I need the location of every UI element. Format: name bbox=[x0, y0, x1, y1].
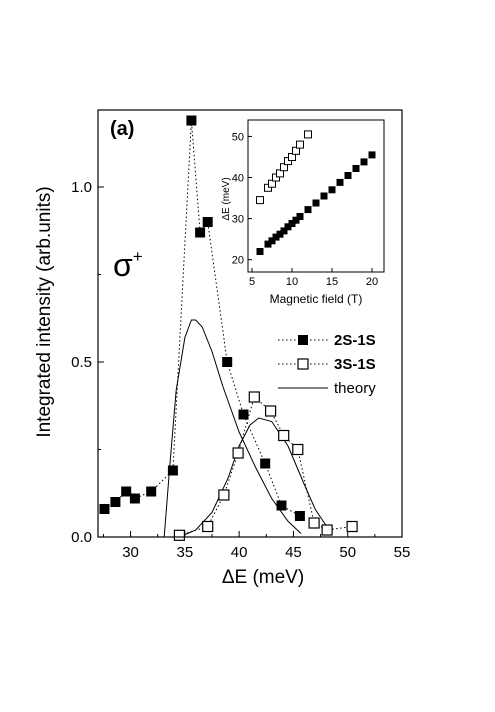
inset-point-1-9 bbox=[296, 213, 304, 220]
point-3S-1S-1 bbox=[202, 520, 214, 533]
point-2S-1S-0 bbox=[99, 504, 110, 514]
point-2S-1S-4 bbox=[146, 486, 157, 497]
inset-point-1-18 bbox=[368, 151, 376, 159]
inset-point-0-10 bbox=[304, 130, 312, 139]
x-axis-title: ΔE (meV) bbox=[222, 567, 304, 588]
inset-point-1-17 bbox=[360, 158, 368, 166]
x-tick-label-50: 50 bbox=[339, 544, 356, 561]
point-2S-1S-6 bbox=[186, 115, 197, 126]
inset-point-1-1 bbox=[264, 240, 272, 248]
y-axis-title: Integrated intensity (arb.units) bbox=[34, 186, 55, 437]
annotation-sigma: σ bbox=[113, 247, 133, 283]
inset-x-tick-label-15: 15 bbox=[326, 276, 338, 288]
data-markers bbox=[99, 115, 358, 541]
axis-ticks: 30 35 40 45 50 55 0.0 0.5 1.0 bbox=[71, 179, 410, 561]
point-2S-1S-7 bbox=[195, 227, 206, 238]
inset-point-0-9 bbox=[296, 140, 304, 149]
point-2S-1S-3 bbox=[129, 493, 140, 504]
point-3S-1S-2 bbox=[218, 489, 230, 501]
legend-label-3S-1S: 3S-1S bbox=[334, 356, 376, 373]
inset-point-1-3 bbox=[272, 233, 280, 241]
point-3S-1S-5 bbox=[265, 405, 277, 417]
point-2S-1S-8 bbox=[202, 217, 213, 227]
inset-axis-ticks: 5 10 15 20 20 30 40 50 bbox=[232, 131, 378, 288]
inset-x-tick-label-10: 10 bbox=[286, 276, 298, 288]
inset-point-1-12 bbox=[320, 192, 328, 200]
point-2S-1S-9 bbox=[222, 357, 233, 367]
inset-point-1-0 bbox=[256, 248, 264, 255]
inset-y-tick-label-40: 40 bbox=[232, 173, 244, 185]
x-tick-label-30: 30 bbox=[122, 544, 139, 561]
point-3S-1S-8 bbox=[308, 517, 320, 529]
inset-point-1-8 bbox=[292, 216, 300, 224]
main-chart: 30 35 40 45 50 55 0.0 0.5 1.0 (a) σ+ ΔE (meV) In… bbox=[34, 109, 410, 588]
inset-y-tick-label-30: 30 bbox=[232, 214, 244, 226]
point-2S-1S-2 bbox=[121, 486, 132, 497]
y-tick-label-1.0: 1.0 bbox=[71, 179, 92, 196]
legend-marker-2S-1S bbox=[298, 335, 308, 345]
legend-label-2S-1S: 2S-1S bbox=[334, 332, 376, 349]
inset-plot-frame bbox=[247, 119, 385, 273]
inset-x-tick-label-5: 5 bbox=[249, 276, 255, 288]
inset-point-1-5 bbox=[280, 227, 288, 235]
inset-point-1-2 bbox=[268, 237, 276, 245]
inset-point-1-15 bbox=[344, 172, 352, 179]
inset-point-1-7 bbox=[288, 220, 296, 227]
inset-point-1-6 bbox=[284, 223, 292, 231]
legend: 2S-1S 3S-1S theory bbox=[278, 332, 376, 397]
inset-chart: 5 10 15 20 20 30 40 50 Magnetic field (T) ΔE (m… bbox=[221, 119, 385, 306]
y-tick-label-0.5: 0.5 bbox=[71, 354, 92, 371]
point-2S-1S-13 bbox=[294, 511, 305, 521]
legend-label-theory: theory bbox=[334, 380, 376, 397]
inset-x-tick-label-20: 20 bbox=[366, 276, 378, 288]
point-3S-1S-0 bbox=[173, 529, 185, 541]
x-tick-label-45: 45 bbox=[285, 544, 302, 561]
inset-y-tick-label-20: 20 bbox=[232, 255, 244, 267]
point-2S-1S-5 bbox=[167, 465, 178, 476]
point-3S-1S-3 bbox=[232, 447, 244, 459]
inset-point-0-0 bbox=[256, 196, 264, 205]
point-3S-1S-10 bbox=[346, 520, 358, 533]
inset-y-axis-title: ΔE (meV) bbox=[221, 177, 232, 220]
y-tick-label-0.0: 0.0 bbox=[71, 529, 92, 546]
plot-frame bbox=[97, 109, 403, 538]
inset-point-1-13 bbox=[328, 186, 336, 194]
x-tick-label-55: 55 bbox=[394, 544, 411, 561]
point-3S-1S-9 bbox=[321, 524, 333, 536]
x-tick-label-35: 35 bbox=[177, 544, 194, 561]
point-2S-1S-10 bbox=[238, 409, 249, 420]
point-3S-1S-6 bbox=[278, 429, 290, 442]
polarization-annotation: σ+ bbox=[113, 247, 143, 283]
inset-point-1-16 bbox=[352, 165, 360, 172]
inset-point-1-14 bbox=[336, 178, 344, 186]
inset-point-1-10 bbox=[304, 206, 312, 214]
panel-label: (a) bbox=[110, 118, 134, 140]
inset-data-markers bbox=[256, 130, 376, 255]
annotation-superscript: + bbox=[133, 247, 143, 266]
inset-y-tick-label-50: 50 bbox=[232, 131, 244, 143]
point-2S-1S-1 bbox=[110, 497, 121, 507]
point-2S-1S-12 bbox=[276, 500, 287, 511]
inset-x-axis-title: Magnetic field (T) bbox=[270, 292, 363, 306]
theory-curves bbox=[163, 319, 332, 538]
point-3S-1S-7 bbox=[292, 443, 304, 456]
point-3S-1S-4 bbox=[248, 391, 260, 403]
inset-point-1-11 bbox=[312, 199, 320, 207]
point-2S-1S-11 bbox=[260, 458, 271, 469]
legend-marker-3S-1S bbox=[297, 358, 309, 370]
x-tick-label-40: 40 bbox=[231, 544, 248, 561]
inset-point-1-4 bbox=[276, 230, 284, 238]
